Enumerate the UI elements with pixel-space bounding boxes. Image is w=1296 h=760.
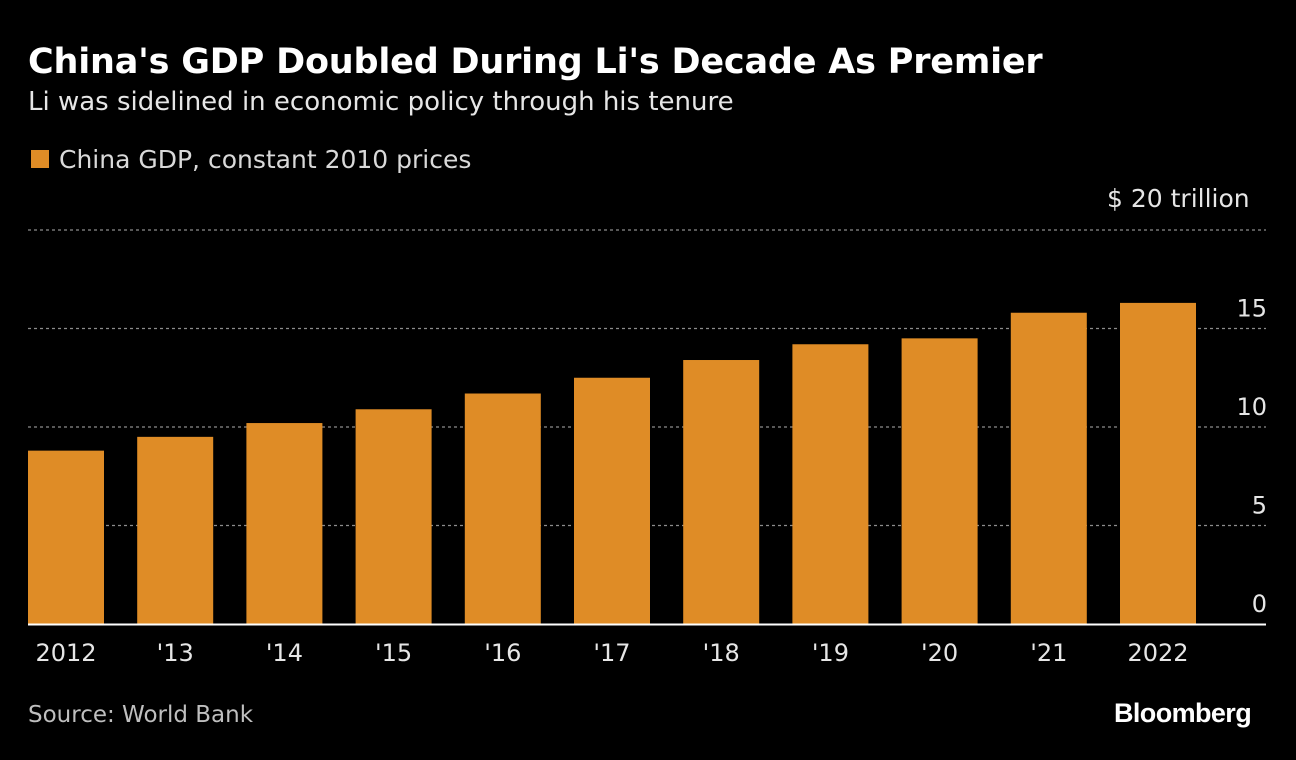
bar: [137, 436, 214, 624]
legend: China GDP, constant 2010 prices: [31, 142, 471, 176]
x-tick-label: '16: [484, 639, 521, 667]
y-axis-unit-label: $ 20 trillion: [1107, 184, 1250, 213]
x-tick-label: '20: [921, 639, 958, 667]
bar: [792, 344, 869, 624]
x-tick-label: 2022: [1127, 639, 1188, 667]
x-tick-label: '21: [1030, 639, 1067, 667]
x-tick-label: '17: [593, 639, 630, 667]
bar: [246, 423, 323, 624]
bar: [1120, 302, 1196, 624]
x-tick-label: '14: [266, 639, 303, 667]
source-note: Source: World Bank: [28, 702, 254, 728]
bar: [574, 377, 650, 624]
x-tick-label: '18: [703, 639, 740, 667]
y-tick-label: 0: [1252, 590, 1267, 618]
x-tick-label: 2012: [35, 639, 96, 667]
x-tick-label: '13: [157, 639, 194, 667]
bar: [1010, 312, 1087, 624]
legend-swatch: [31, 150, 49, 168]
y-tick-label: 5: [1252, 492, 1267, 520]
bar: [901, 338, 978, 624]
x-tick-label: '19: [812, 639, 849, 667]
x-tick-label: '15: [375, 639, 412, 667]
legend-label: China GDP, constant 2010 prices: [59, 144, 472, 174]
chart-title: China's GDP Doubled During Li's Decade A…: [28, 42, 1043, 82]
y-tick-label: 15: [1236, 295, 1267, 323]
bloomberg-logo: Bloomberg: [1114, 698, 1252, 728]
bar: [28, 450, 104, 624]
bar: [683, 360, 760, 624]
y-tick-label: 10: [1236, 393, 1267, 421]
bar: [464, 393, 541, 624]
bar: [355, 409, 432, 624]
chart-subtitle: Li was sidelined in economic policy thro…: [28, 87, 734, 117]
